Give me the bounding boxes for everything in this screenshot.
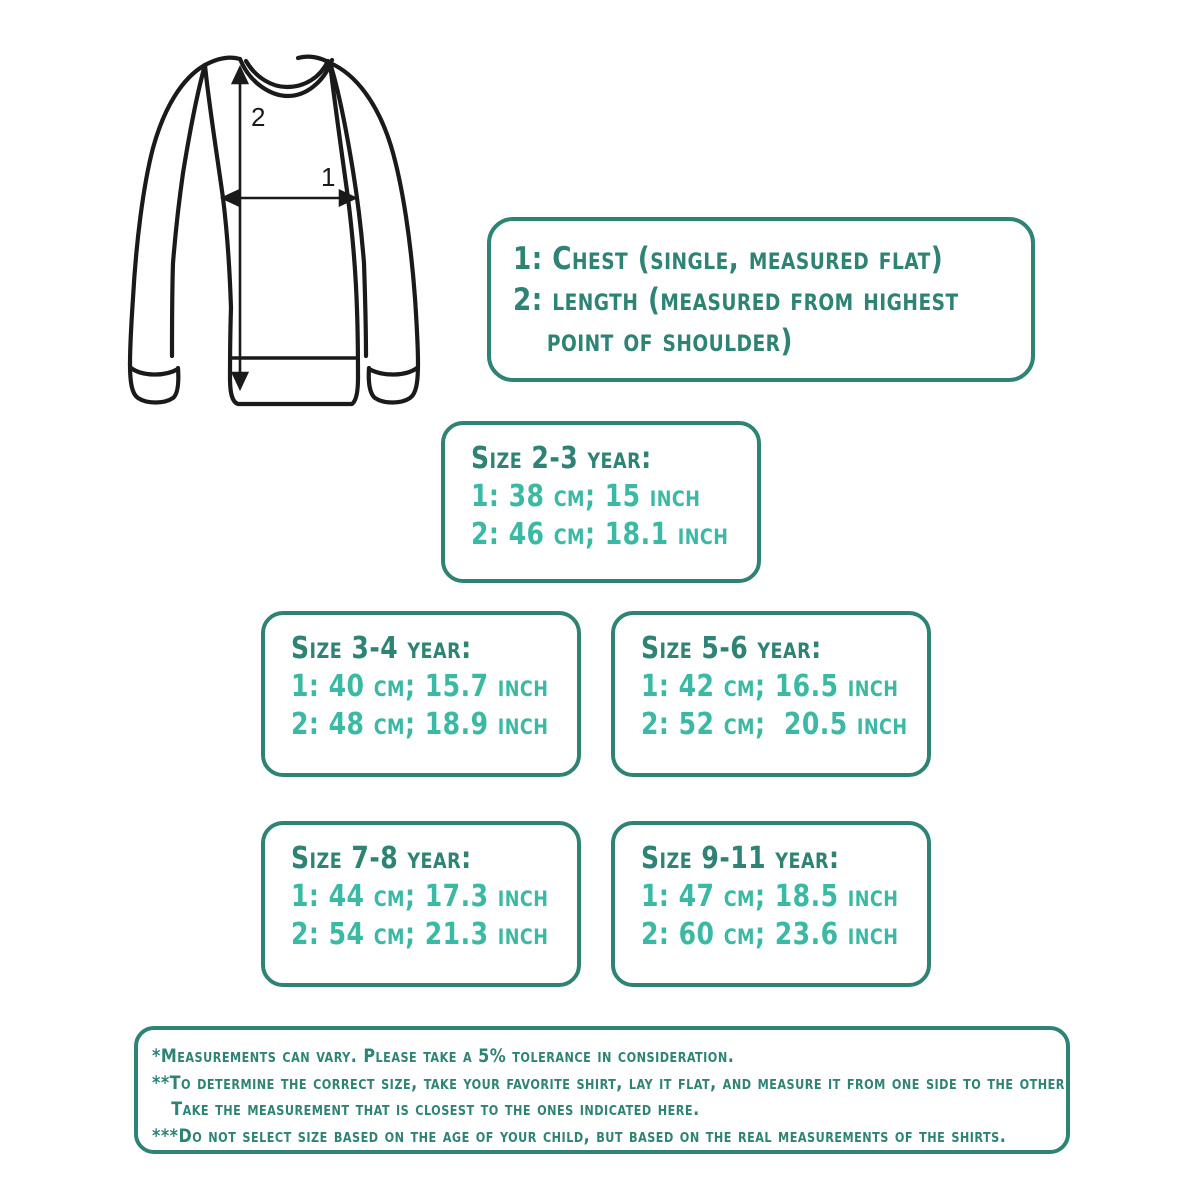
body-side-left bbox=[227, 305, 234, 381]
size-title: Size 5-6 year: bbox=[641, 631, 822, 666]
neckline-inner bbox=[243, 58, 331, 90]
left-cuff bbox=[127, 361, 181, 405]
size-chest-value: 1: 40 cm; 15.7 inch bbox=[291, 668, 549, 704]
right-cuff bbox=[366, 361, 421, 405]
raglan-seam-left bbox=[202, 62, 234, 311]
legend-line-2: 2: length (measured from highest bbox=[513, 282, 959, 319]
size-length-value: 2: 46 cm; 18.1 inch bbox=[471, 516, 729, 552]
size-card-3-4-year: Size 3-4 year: 1: 40 cm; 15.7 inch 2: 48… bbox=[261, 611, 581, 777]
right-cuff-ribline bbox=[366, 365, 420, 377]
chest-marker-label: 1 bbox=[321, 162, 335, 192]
footnote-line-3: Take the measurement that is closest to … bbox=[171, 1099, 700, 1121]
right-sleeve-outer-seam bbox=[327, 60, 421, 367]
footnote-line-4: ***Do not select size based on the age o… bbox=[152, 1125, 1007, 1147]
hem-band bbox=[227, 375, 361, 407]
left-sleeve-outer-seam bbox=[127, 62, 208, 367]
length-measure-arrow bbox=[230, 64, 250, 392]
size-chest-value: 1: 44 cm; 17.3 inch bbox=[291, 878, 549, 914]
shirt-illustration: 2 1 bbox=[127, 54, 421, 407]
left-cuff-ribline bbox=[128, 365, 181, 377]
right-sleeve-inner-seam bbox=[327, 60, 369, 359]
size-card-5-6-year: Size 5-6 year: 1: 42 cm; 16.5 inch 2: 52… bbox=[611, 611, 931, 777]
left-shoulder-top bbox=[202, 55, 243, 68]
neckline-outer bbox=[237, 56, 335, 99]
size-title: Size 9-11 year: bbox=[641, 841, 840, 876]
size-chest-value: 1: 47 cm; 18.5 inch bbox=[641, 878, 899, 914]
size-card-9-11-year: Size 9-11 year: 1: 47 cm; 18.5 inch 2: 6… bbox=[611, 821, 931, 987]
size-title: Size 7-8 year: bbox=[291, 841, 472, 876]
size-length-value: 2: 48 cm; 18.9 inch bbox=[291, 706, 549, 742]
legend-line-1: 1: Chest (single, measured flat) bbox=[513, 241, 944, 277]
size-card-2-3-year: Size 2-3 year: 1: 38 cm; 15 inch 2: 46 c… bbox=[441, 421, 761, 583]
chest-measure-arrow bbox=[219, 188, 359, 208]
measurement-legend-card: 1: Chest (single, measured flat) 2: leng… bbox=[487, 217, 1035, 382]
size-length-value: 2: 52 cm; 20.5 inch bbox=[641, 706, 908, 742]
length-marker-label: 2 bbox=[251, 102, 265, 132]
footnote-line-2: **To determine the correct size, take yo… bbox=[152, 1072, 1072, 1094]
legend-line-3: point of shoulder) bbox=[546, 323, 793, 360]
size-card-7-8-year: Size 7-8 year: 1: 44 cm; 17.3 inch 2: 54… bbox=[261, 821, 581, 987]
size-chest-value: 1: 38 cm; 15 inch bbox=[471, 478, 701, 514]
footnotes-card: *Measurements can vary. Please take a 5%… bbox=[134, 1026, 1072, 1154]
size-title: Size 3-4 year: bbox=[291, 631, 472, 666]
size-title: Size 2-3 year: bbox=[471, 441, 652, 476]
size-length-value: 2: 60 cm; 23.6 inch bbox=[641, 916, 899, 952]
size-chest-value: 1: 42 cm; 16.5 inch bbox=[641, 668, 899, 704]
size-length-value: 2: 54 cm; 21.3 inch bbox=[291, 916, 549, 952]
body-side-right bbox=[354, 307, 361, 381]
left-sleeve-inner-seam bbox=[169, 62, 208, 359]
footnote-line-1: *Measurements can vary. Please take a 5%… bbox=[152, 1046, 735, 1067]
